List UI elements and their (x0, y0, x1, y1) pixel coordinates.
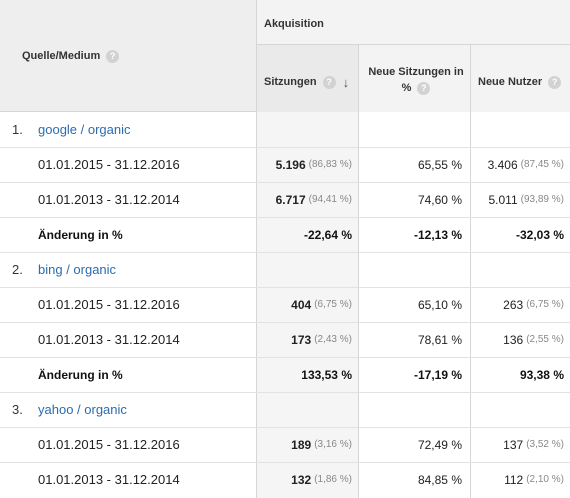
sessions-header-highlight (256, 44, 358, 112)
date-range: 01.01.2013 - 31.12.2014 (38, 332, 180, 347)
new-sessions-value: 78,61 % (417, 332, 462, 347)
new-sessions-change: -12,13 % (413, 227, 462, 242)
sessions-change: -22,64 % (303, 227, 352, 242)
new-users-column-header[interactable]: Neue Nutzer ? (478, 72, 562, 92)
new-sessions-value: 65,10 % (417, 297, 462, 312)
sessions-label: Sitzungen (264, 76, 317, 88)
date-range: 01.01.2015 - 31.12.2016 (38, 437, 180, 452)
help-icon[interactable]: ? (548, 75, 562, 89)
group-number: 2. (12, 262, 23, 277)
new-sessions-value: 65,55 % (417, 157, 462, 172)
new-users-value: 112 (2,10 %) (504, 472, 564, 487)
new-users-label: Neue Nutzer (478, 76, 543, 88)
change-label: Änderung in % (38, 227, 123, 242)
date-range: 01.01.2013 - 31.12.2014 (38, 472, 180, 487)
sessions-value: 6.717 (94,41 %) (275, 192, 352, 207)
group-row-yahoo[interactable]: 3. yahoo / organic (12, 392, 127, 427)
sort-descending-icon[interactable]: ↓ (342, 74, 350, 90)
new-users-value: 136 (2,55 %) (503, 332, 564, 347)
new-users-value: 137 (3,52 %) (503, 437, 564, 452)
new-users-change: 93,38 % (519, 367, 564, 382)
new-users-value: 3.406 (87,45 %) (487, 157, 564, 172)
group-number: 1. (12, 122, 23, 137)
new-users-value: 263 (6,75 %) (503, 297, 564, 312)
new-sessions-label-line1: Neue Sitzungen in (368, 66, 464, 78)
sessions-column-shade (256, 112, 358, 498)
sessions-value: 132 (1,86 %) (291, 472, 352, 487)
new-sessions-label-line2: % (401, 82, 412, 94)
source-link[interactable]: google / organic (38, 122, 131, 137)
sessions-value: 173 (2,43 %) (291, 332, 352, 347)
group-row-bing[interactable]: 2. bing / organic (12, 252, 116, 287)
new-users-value: 5.011 (93,89 %) (488, 192, 565, 207)
change-label: Änderung in % (38, 367, 123, 382)
new-sessions-value: 84,85 % (417, 472, 462, 487)
sessions-value: 404 (6,75 %) (291, 297, 352, 312)
group-row-google[interactable]: 1. google / organic (12, 112, 131, 147)
help-icon[interactable]: ? (106, 49, 120, 63)
date-range: 01.01.2015 - 31.12.2016 (38, 157, 180, 172)
sessions-value: 189 (3,16 %) (291, 437, 352, 452)
source-link[interactable]: yahoo / organic (38, 402, 127, 417)
new-users-change: -32,03 % (515, 227, 564, 242)
new-sessions-column-header[interactable]: Neue Sitzungen in % ? (364, 64, 468, 96)
sessions-column-header[interactable]: Sitzungen ? ↓ (264, 72, 349, 92)
sessions-value: 5.196 (86,83 %) (275, 157, 352, 172)
acquisition-group-header: Akquisition (264, 18, 324, 30)
source-link[interactable]: bing / organic (38, 262, 117, 277)
source-medium-header[interactable]: Quelle/Medium ? (22, 46, 120, 66)
new-sessions-value: 74,60 % (417, 192, 462, 207)
date-range: 01.01.2013 - 31.12.2014 (38, 192, 180, 207)
group-number: 3. (12, 402, 23, 417)
new-sessions-value: 72,49 % (417, 437, 462, 452)
date-range: 01.01.2015 - 31.12.2016 (38, 297, 180, 312)
new-sessions-change: -17,19 % (413, 367, 462, 382)
sessions-change: 133,53 % (301, 367, 352, 382)
source-medium-label: Quelle/Medium (22, 50, 101, 62)
help-icon[interactable]: ? (322, 75, 336, 89)
help-icon[interactable]: ? (417, 81, 431, 95)
